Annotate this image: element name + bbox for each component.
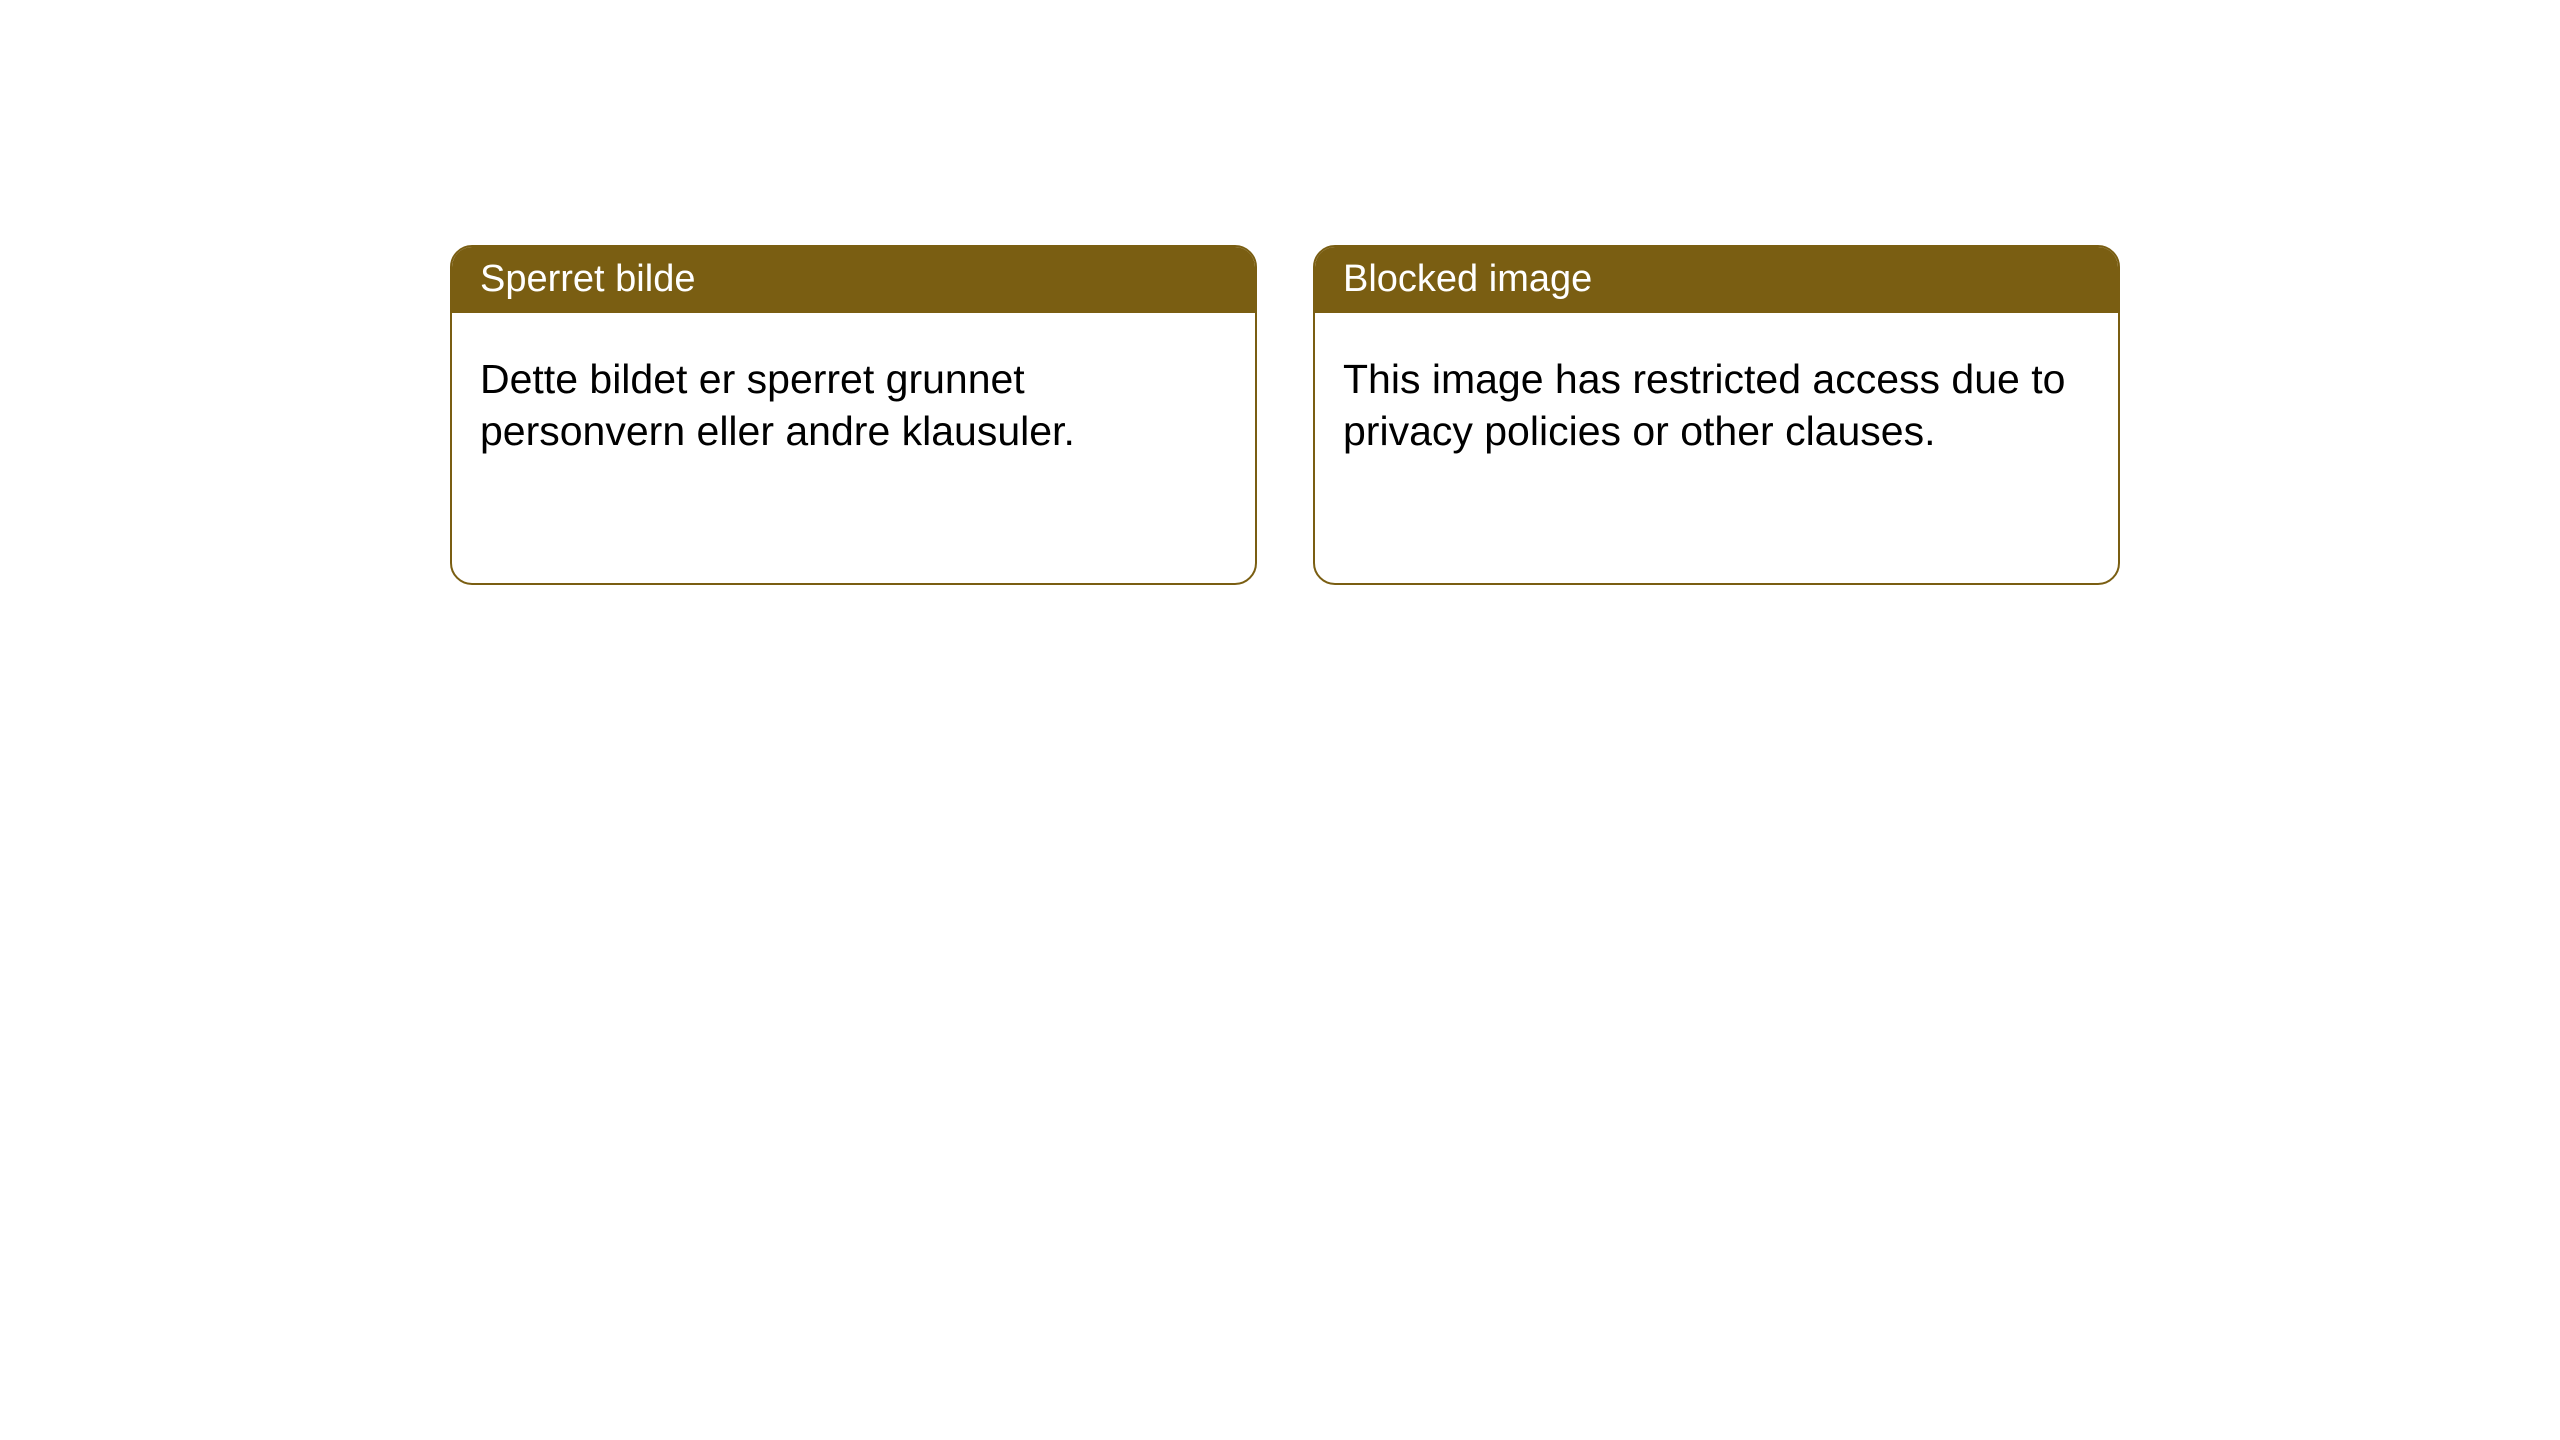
card-message-english: This image has restricted access due to … <box>1343 356 2065 454</box>
card-header-english: Blocked image <box>1315 247 2118 313</box>
card-header-norwegian: Sperret bilde <box>452 247 1255 313</box>
notice-container: Sperret bilde Dette bildet er sperret gr… <box>450 245 2120 585</box>
card-message-norwegian: Dette bildet er sperret grunnet personve… <box>480 356 1075 454</box>
blocked-image-card-english: Blocked image This image has restricted … <box>1313 245 2120 585</box>
card-title-norwegian: Sperret bilde <box>480 258 695 300</box>
card-body-english: This image has restricted access due to … <box>1315 313 2118 486</box>
card-title-english: Blocked image <box>1343 258 1592 300</box>
blocked-image-card-norwegian: Sperret bilde Dette bildet er sperret gr… <box>450 245 1257 585</box>
card-body-norwegian: Dette bildet er sperret grunnet personve… <box>452 313 1255 486</box>
